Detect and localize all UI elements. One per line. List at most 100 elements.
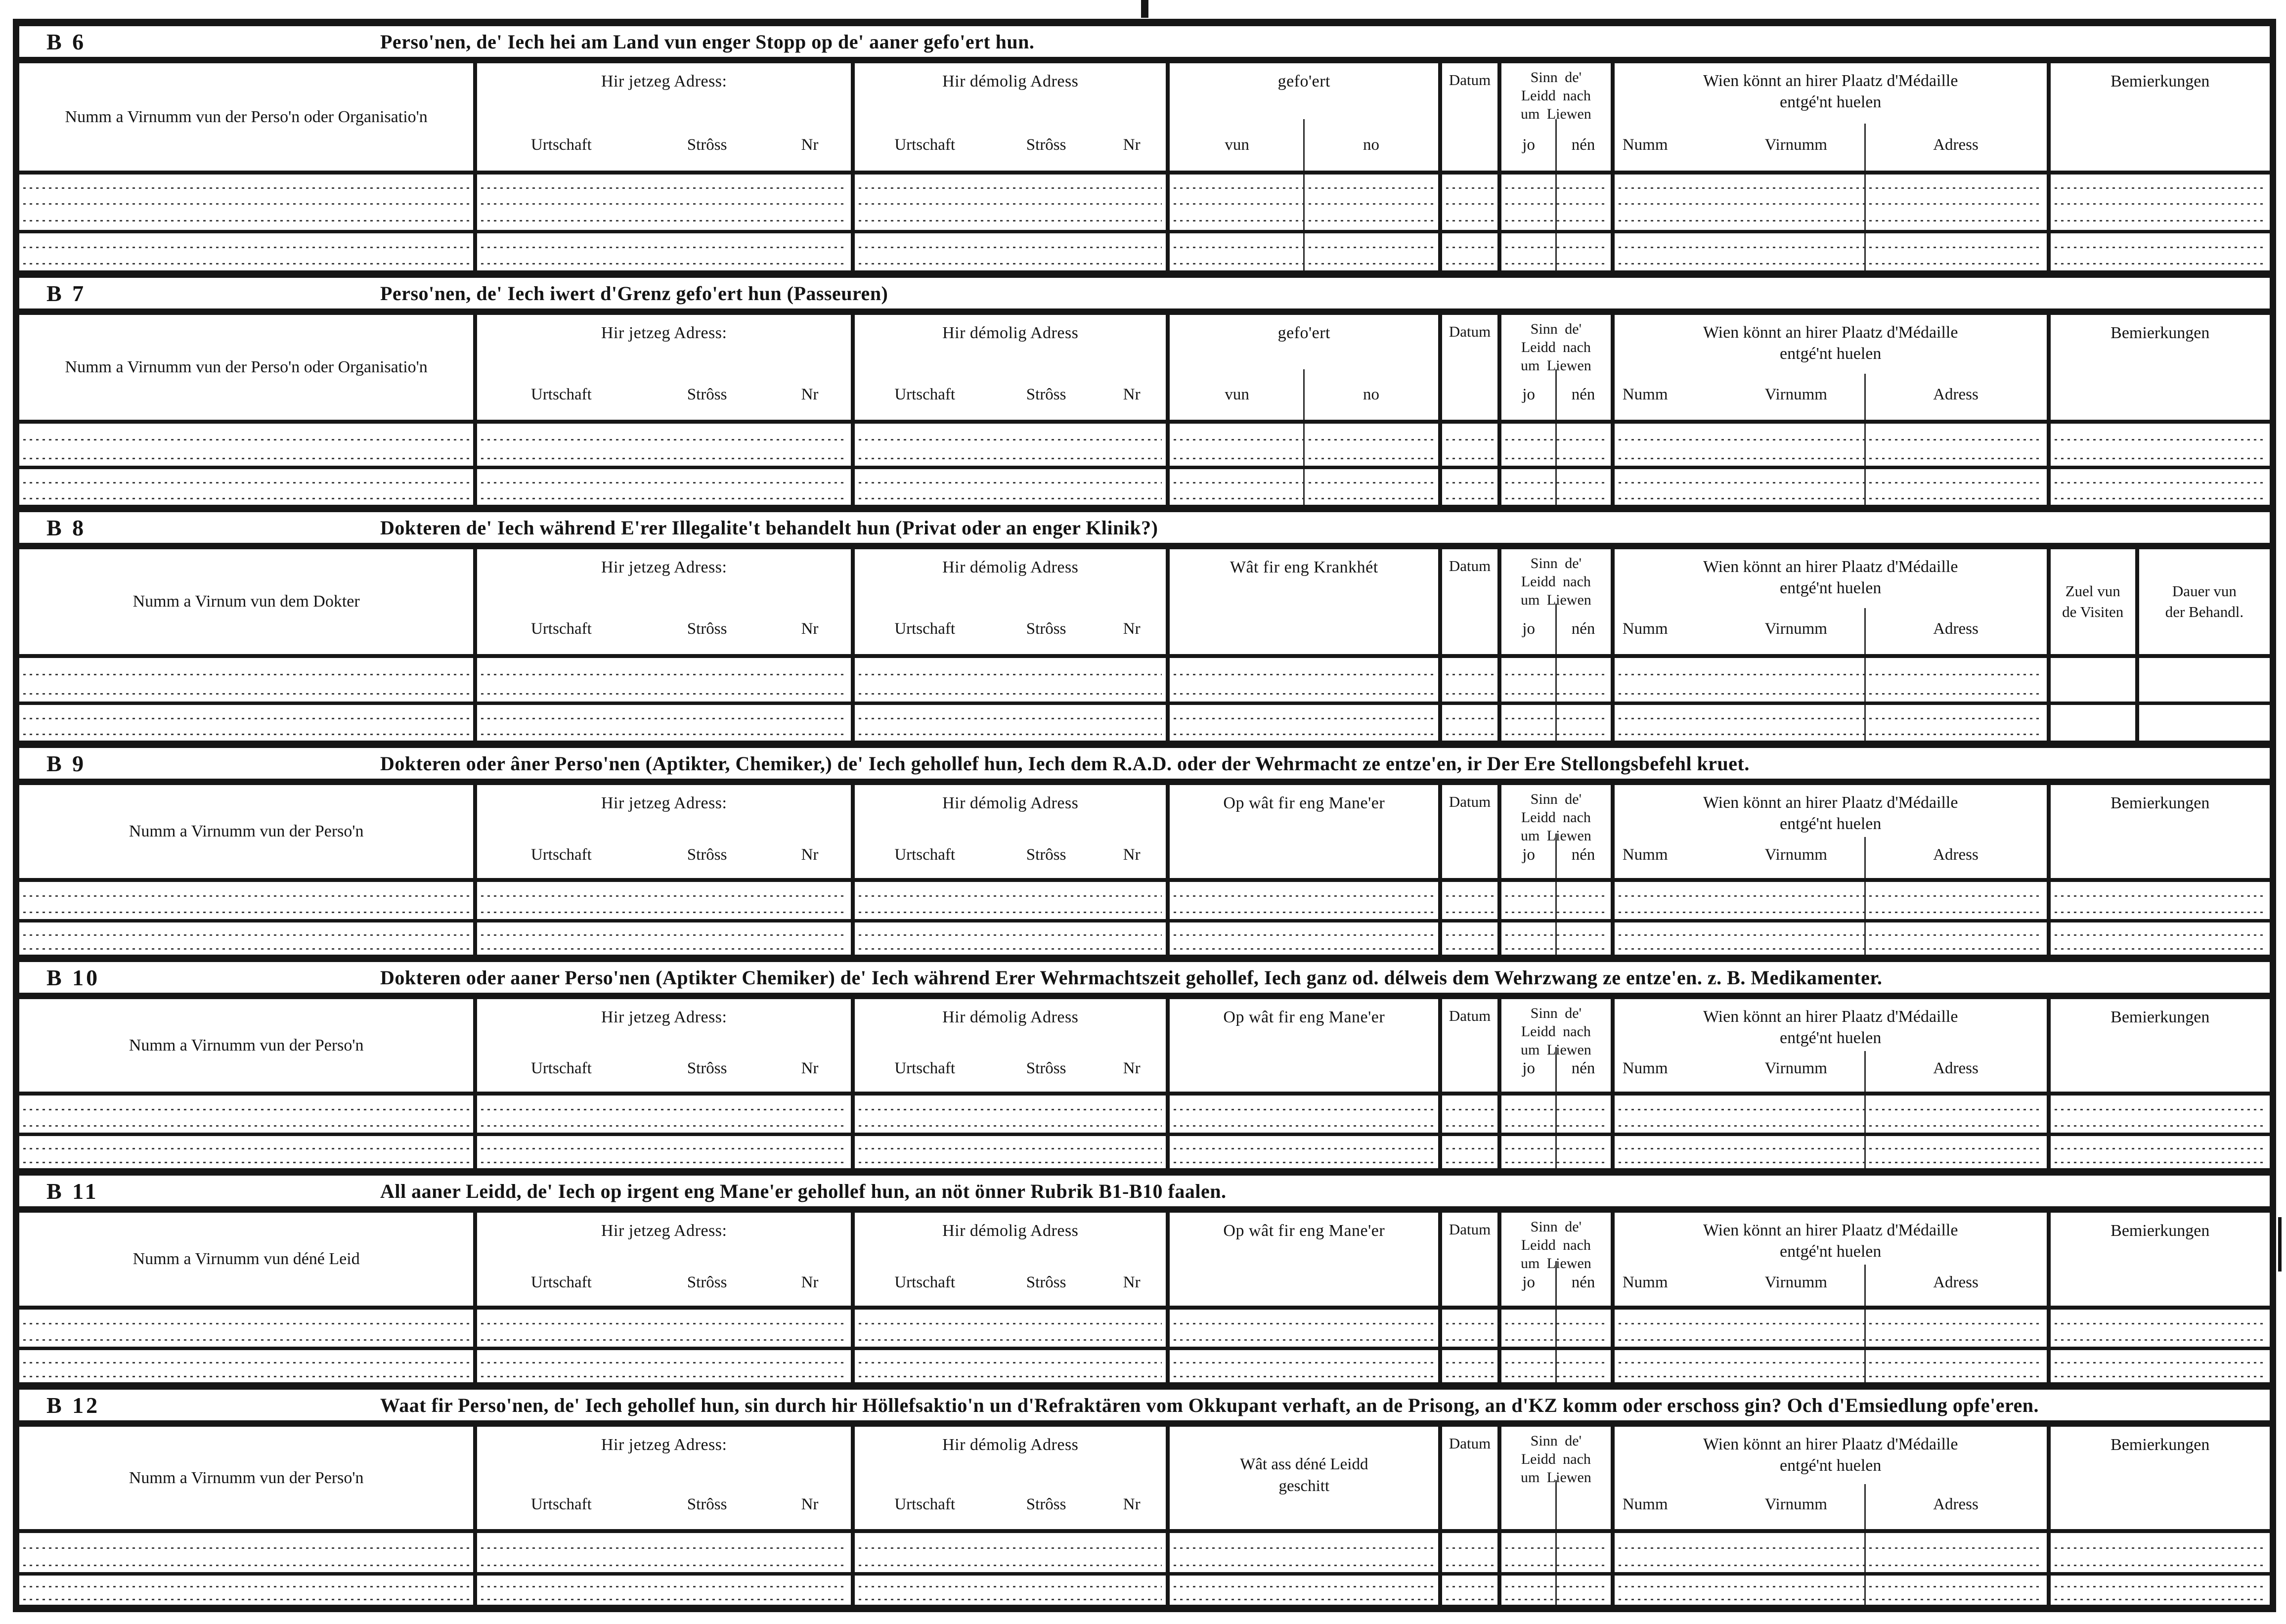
adress-label: Adress [1933,845,1978,864]
data-cell-medal-recipient [1614,1350,2051,1382]
bemierkungen-label: Bemierkungen [2110,324,2210,342]
b6-header-row: Numm a Virnumm vun der Perso'n oder Orga… [19,63,2270,175]
b9-data-row-2 [19,922,2270,955]
b7-col-header-still-alive: Sinn de' Leidd nach um Liewen jo nén [1501,315,1615,420]
adress-label: Adress [1933,1495,1978,1513]
bemierkungen-label: Bemierkungen [2110,794,2210,812]
data-cell-still-alive [1501,1533,1615,1572]
b11-section-id: B 11 [46,1178,99,1204]
stross-label: Strôss [687,1495,727,1513]
sinn-line3: um Liewen [1520,106,1591,122]
b7-col-header-name: Numm a Virnumm vun der Perso'n oder Orga… [19,315,478,420]
jo-label: jo [1522,386,1535,404]
wien-line2: entgé'nt huelen [1780,345,1882,363]
data-cell-date [1442,882,1501,919]
numm-label: Numm [1622,1495,1668,1513]
b6-col-header-date: Datum [1442,63,1501,171]
data-cell-name [19,705,478,741]
b12-name-label: Numm a Virnumm vun der Perso'n [129,1468,364,1487]
nr-label: Nr [801,386,819,404]
jo-label: jo [1522,136,1535,154]
b10-col-header-remarks: Bemierkungen [2051,999,2270,1092]
data-cell-name [19,1576,478,1605]
jo-label: jo [1522,845,1535,864]
b9-col-header-manner: Op wât fir eng Mane'er [1170,785,1443,878]
data-cell-name [19,1096,478,1133]
b11-col-header-remarks: Bemierkungen [2051,1213,2270,1306]
b8-col-header-still-alive: Sinn de' Leidd nach um Liewen jo nén [1501,549,1615,654]
data-cell-current-address [477,1350,855,1382]
urtschaft-label: Urtschaft [894,386,956,404]
b10-col-header-date: Datum [1442,999,1501,1092]
gefoert-label: gefo'ert [1277,72,1330,90]
data-cell-date [1442,1310,1501,1347]
b7-title-bar: B 7 Perso'nen, de' Iech iwert d'Grenz ge… [19,270,2270,315]
gefoert-label: gefo'ert [1277,324,1330,342]
stross-label: Strôss [1026,1059,1066,1077]
data-cell-name [19,882,478,919]
data-cell-remarks [2050,424,2270,466]
b11-title-bar: B 11 All aaner Leidd, de' Iech op irgent… [19,1168,2270,1213]
vun-label: vun [1225,386,1249,404]
no-label: no [1363,136,1379,154]
bemierkungen-label: Bemierkungen [2110,72,2210,90]
numm-label: Numm [1622,1273,1668,1291]
address-sublabels: Urtschaft Strôss Nr [855,846,1166,864]
urtschaft-label: Urtschaft [530,1495,592,1513]
former-address-label: Hir démolig Adress [942,1222,1079,1240]
nr-label: Nr [801,845,819,864]
urtschaft-label: Urtschaft [530,1273,592,1291]
data-cell-name [19,424,478,466]
b12-col-header-date: Datum [1442,1427,1501,1529]
sinn-line2: Leidd nach [1521,1451,1591,1467]
sinn-line2: Leidd nach [1521,1023,1591,1040]
sinn-line1: Sinn de' [1530,1219,1582,1235]
b9-section-id: B 9 [46,750,87,776]
what-happened-line1: Wât ass déné Leidd [1240,1455,1368,1473]
sinn-line2: Leidd nach [1521,88,1591,104]
sinn-line1: Sinn de' [1530,555,1582,571]
sinn-line2: Leidd nach [1521,339,1591,355]
urtschaft-label: Urtschaft [894,1273,956,1291]
data-cell-name [19,1533,478,1572]
b9-col-header-former-address: Hir démolig Adress Urtschaft Strôss Nr [855,785,1170,878]
maneer-label: Op wât fir eng Mane'er [1223,794,1385,812]
data-cell-former-address [855,469,1170,505]
vun-label: vun [1225,136,1249,154]
section-b7: B 7 Perso'nen, de' Iech iwert d'Grenz ge… [13,270,2276,505]
data-cell-former-address [855,175,1170,230]
datum-label: Datum [1449,323,1491,340]
sinn-line3: um Liewen [1520,1255,1591,1272]
adress-label: Adress [1933,386,1978,404]
data-cell-former-address [855,233,1170,270]
data-cell-current-address [477,1136,855,1168]
bemierkungen-label: Bemierkungen [2110,1222,2210,1240]
b8-col-header-former-address: Hir démolig Adress Urtschaft Strôss Nr [855,549,1170,654]
data-cell-remarks [2050,1136,2270,1168]
b7-col-header-remarks: Bemierkungen [2051,315,2270,420]
wien-line2: entgé'nt huelen [1780,93,1882,111]
b11-section-title: All aaner Leidd, de' Iech op irgent eng … [380,1180,1227,1202]
b12-col-header-still-alive: Sinn de' Leidd nach um Liewen [1501,1427,1615,1529]
data-cell-remarks [2050,1576,2270,1605]
virnumm-label: Virnumm [1764,1273,1827,1291]
data-cell-current-address [477,233,855,270]
data-cell-manner [1170,1136,1443,1168]
former-address-label: Hir démolig Adress [942,324,1079,342]
data-cell-date [1442,175,1501,230]
data-cell-current-address [477,469,855,505]
data-cell-still-alive [1501,469,1615,505]
nen-label: nén [1571,386,1595,404]
nen-label: nén [1571,136,1595,154]
data-cell-former-address [855,658,1170,702]
address-sublabels: Urtschaft Strôss Nr [855,386,1166,404]
adress-label: Adress [1933,1059,1978,1077]
data-cell-former-address [855,424,1170,466]
data-cell-current-address [477,882,855,919]
nr-label: Nr [801,1059,819,1077]
b10-col-header-manner: Op wât fir eng Mane'er [1170,999,1443,1092]
data-cell-current-address [477,1576,855,1605]
data-cell-remarks [2050,1350,2270,1382]
b10-data-row-2 [19,1136,2270,1168]
b10-title-bar: B 10 Dokteren oder aaner Perso'nen (Apti… [19,955,2270,999]
